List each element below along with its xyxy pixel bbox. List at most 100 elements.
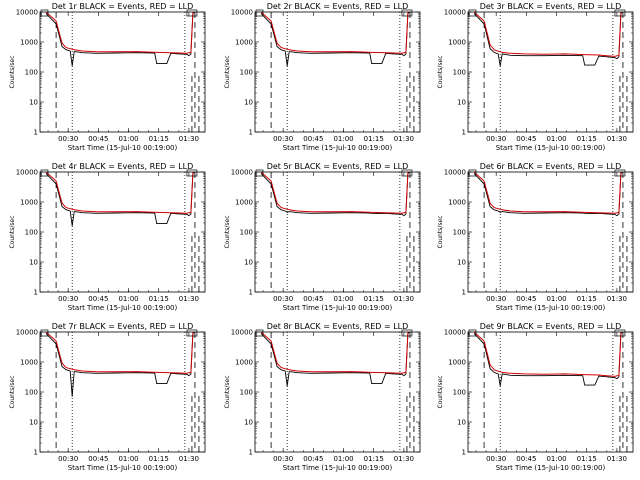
x-tick-label: 01:00 xyxy=(333,135,353,143)
y-tick-label: 10000 xyxy=(444,9,466,17)
x-tick-label: 01:30 xyxy=(607,295,627,303)
y-tick-label: 10000 xyxy=(231,169,253,177)
x-tick-label: 01:15 xyxy=(149,455,169,463)
series-group xyxy=(45,332,196,397)
y-tick-label: 100 xyxy=(25,389,38,397)
x-axis-label: Start Time (15-Jul-10 00:19:00) xyxy=(68,144,178,152)
x-tick-label: 00:30 xyxy=(273,295,293,303)
series-line-lld xyxy=(260,172,410,214)
x-tick-label: 01:00 xyxy=(333,455,353,463)
x-tick-label: 01:30 xyxy=(179,295,199,303)
y-tick-label: 1 xyxy=(34,289,38,297)
chart-title: Det 7r BLACK = Events, RED = LLD xyxy=(52,322,194,331)
x-tick-label: 01:00 xyxy=(118,135,138,143)
y-tick-label: 100 xyxy=(453,69,466,77)
x-tick-label: 00:30 xyxy=(486,455,506,463)
x-axis-label: Start Time (15-Jul-10 00:19:00) xyxy=(496,464,606,472)
series-line-events xyxy=(260,172,411,217)
x-tick-label: 00:45 xyxy=(516,295,536,303)
plot-frame xyxy=(467,331,634,453)
x-tick-label: 01:00 xyxy=(546,135,566,143)
x-tick-label: 01:15 xyxy=(577,135,597,143)
chart-title: Det 4r BLACK = Events, RED = LLD xyxy=(52,162,194,171)
y-axis-label: Counts/sec xyxy=(437,375,444,408)
y-tick-label: 1000 xyxy=(235,359,253,367)
y-tick-label: 10 xyxy=(457,419,466,427)
chart-panel: Det 3r BLACK = Events, RED = LLD Counts/s… xyxy=(437,2,634,152)
saturation-box xyxy=(468,329,477,337)
saturation-box xyxy=(40,329,49,337)
series-line-lld xyxy=(473,12,623,57)
plot-frame xyxy=(39,11,206,133)
y-tick-label: 10 xyxy=(244,99,253,107)
x-tick-label: 00:30 xyxy=(486,135,506,143)
series-group xyxy=(473,12,624,66)
saturation-box xyxy=(186,169,198,177)
series-line-events xyxy=(473,172,624,217)
y-tick-label: 100 xyxy=(453,229,466,237)
y-tick-label: 100 xyxy=(240,229,253,237)
saturation-box xyxy=(40,9,49,17)
y-tick-label: 100 xyxy=(453,389,466,397)
saturation-box xyxy=(255,329,264,337)
chart-panel: Det 7r BLACK = Events, RED = LLD Counts/s… xyxy=(9,322,206,472)
chart-title: Det 5r BLACK = Events, RED = LLD xyxy=(267,162,409,171)
x-tick-label: 00:30 xyxy=(58,135,78,143)
chart-panel: Det 8r BLACK = Events, RED = LLD Counts/s… xyxy=(224,322,421,472)
series-line-lld xyxy=(473,172,623,214)
series-line-lld xyxy=(260,332,410,374)
series-group xyxy=(260,332,411,386)
chart-title: Det 2r BLACK = Events, RED = LLD xyxy=(267,2,409,11)
saturation-box xyxy=(468,169,477,177)
x-tick-label: 00:45 xyxy=(303,135,323,143)
series-line-events xyxy=(260,12,411,66)
y-tick-label: 1000 xyxy=(448,39,466,47)
series-group xyxy=(473,172,624,217)
saturation-box xyxy=(255,9,264,17)
series-line-events xyxy=(473,332,624,386)
y-axis-label: Counts/sec xyxy=(224,55,231,88)
x-tick-label: 01:00 xyxy=(546,455,566,463)
x-tick-label: 01:30 xyxy=(607,135,627,143)
chart-panel: Det 2r BLACK = Events, RED = LLD Counts/s… xyxy=(224,2,421,152)
saturation-box xyxy=(614,9,626,17)
x-tick-label: 01:30 xyxy=(179,455,199,463)
y-tick-label: 10000 xyxy=(16,329,38,337)
x-tick-label: 01:00 xyxy=(333,295,353,303)
saturation-box xyxy=(401,329,413,337)
saturation-box xyxy=(614,329,626,337)
x-tick-label: 01:15 xyxy=(364,295,384,303)
y-tick-label: 10 xyxy=(457,259,466,267)
y-tick-label: 1 xyxy=(249,289,253,297)
y-axis-label: Counts/sec xyxy=(437,55,444,88)
x-axis-label: Start Time (15-Jul-10 00:19:00) xyxy=(283,304,393,312)
x-tick-label: 00:30 xyxy=(58,455,78,463)
y-tick-label: 1000 xyxy=(20,39,38,47)
x-tick-label: 00:45 xyxy=(88,455,108,463)
x-axis-label: Start Time (15-Jul-10 00:19:00) xyxy=(496,144,606,152)
chart-panel: Det 5r BLACK = Events, RED = LLD Counts/s… xyxy=(224,162,421,312)
chart-title: Det 9r BLACK = Events, RED = LLD xyxy=(480,322,622,331)
series-line-events xyxy=(473,12,624,66)
chart-title: Det 3r BLACK = Events, RED = LLD xyxy=(480,2,622,11)
x-tick-label: 01:30 xyxy=(394,455,414,463)
saturation-box xyxy=(401,9,413,17)
series-line-lld xyxy=(45,332,195,374)
series-line-events xyxy=(45,12,196,66)
plot-frame xyxy=(467,11,634,133)
x-axis-label: Start Time (15-Jul-10 00:19:00) xyxy=(496,304,606,312)
y-tick-label: 1 xyxy=(249,129,253,137)
y-axis-label: Counts/sec xyxy=(224,375,231,408)
x-axis-label: Start Time (15-Jul-10 00:19:00) xyxy=(68,304,178,312)
y-tick-label: 1000 xyxy=(235,39,253,47)
x-tick-label: 00:30 xyxy=(486,295,506,303)
x-tick-label: 00:45 xyxy=(88,135,108,143)
x-tick-label: 00:45 xyxy=(303,295,323,303)
y-tick-label: 1 xyxy=(249,449,253,457)
x-tick-label: 01:15 xyxy=(364,455,384,463)
plot-frame xyxy=(254,11,421,133)
x-tick-label: 01:15 xyxy=(149,295,169,303)
series-line-lld xyxy=(473,332,623,377)
saturation-box xyxy=(255,169,264,177)
series-group xyxy=(260,12,411,66)
